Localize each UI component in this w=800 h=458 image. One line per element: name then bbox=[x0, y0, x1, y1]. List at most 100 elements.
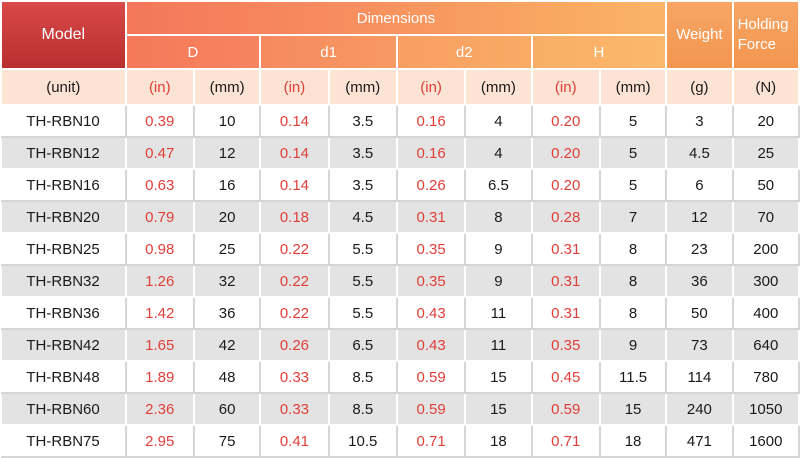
value-cell: 0.41 bbox=[259, 424, 330, 458]
model-cell: TH-RBN36 bbox=[0, 296, 127, 330]
value-cell: 780 bbox=[731, 360, 800, 394]
value-cell: 70 bbox=[731, 200, 800, 234]
model-cell: TH-RBN60 bbox=[0, 392, 127, 426]
value-cell: 0.28 bbox=[530, 200, 601, 234]
value-cell: 11 bbox=[464, 296, 533, 330]
value-cell: 15 bbox=[598, 392, 668, 426]
value-cell: 25 bbox=[731, 136, 800, 170]
value-cell: 0.26 bbox=[395, 168, 467, 202]
value-cell: 0.47 bbox=[124, 136, 195, 170]
value-cell: 0.20 bbox=[530, 104, 601, 138]
value-cell: 0.63 bbox=[124, 168, 195, 202]
value-cell: 0.14 bbox=[259, 168, 330, 202]
model-cell: TH-RBN10 bbox=[0, 104, 127, 138]
value-cell: 8.5 bbox=[327, 392, 398, 426]
unit-cell: (in) bbox=[259, 68, 330, 106]
value-cell: 0.39 bbox=[124, 104, 195, 138]
value-cell: 5 bbox=[598, 104, 668, 138]
value-cell: 0.14 bbox=[259, 136, 330, 170]
header-d2: d2 bbox=[395, 34, 533, 70]
header-dimensions: Dimensions bbox=[124, 0, 668, 36]
value-cell: 16 bbox=[192, 168, 262, 202]
model-cell: TH-RBN16 bbox=[0, 168, 127, 202]
value-cell: 11 bbox=[464, 328, 533, 362]
value-cell: 0.45 bbox=[530, 360, 601, 394]
value-cell: 1050 bbox=[731, 392, 800, 426]
value-cell: 20 bbox=[192, 200, 262, 234]
value-cell: 4 bbox=[464, 104, 533, 138]
unit-cell: (in) bbox=[124, 68, 195, 106]
model-cell: TH-RBN25 bbox=[0, 232, 127, 266]
value-cell: 1.26 bbox=[124, 264, 195, 298]
value-cell: 8.5 bbox=[327, 360, 398, 394]
value-cell: 0.43 bbox=[395, 328, 467, 362]
header-holding-force-line1: Holding bbox=[737, 16, 789, 33]
table-row: TH-RBN42 1.65 42 0.26 6.5 0.43 11 0.35 9 73 640 bbox=[0, 328, 800, 362]
model-cell: TH-RBN32 bbox=[0, 264, 127, 298]
value-cell: 0.16 bbox=[395, 104, 467, 138]
value-cell: 0.79 bbox=[124, 200, 195, 234]
value-cell: 1.65 bbox=[124, 328, 195, 362]
table-row: TH-RBN16 0.63 16 0.14 3.5 0.26 6.5 0.20 5 6 50 bbox=[0, 168, 800, 202]
value-cell: 0.20 bbox=[530, 136, 601, 170]
header-h: H bbox=[530, 34, 668, 70]
value-cell: 18 bbox=[598, 424, 668, 458]
unit-cell: (in) bbox=[530, 68, 601, 106]
table-row: TH-RBN32 1.26 32 0.22 5.5 0.35 9 0.31 8 36 300 bbox=[0, 264, 800, 298]
value-cell: 36 bbox=[192, 296, 262, 330]
value-cell: 8 bbox=[598, 296, 668, 330]
value-cell: 200 bbox=[731, 232, 800, 266]
table-row: TH-RBN20 0.79 20 0.18 4.5 0.31 8 0.28 7 12 70 bbox=[0, 200, 800, 234]
table-row: TH-RBN12 0.47 12 0.14 3.5 0.16 4 0.20 5 4.5 25 bbox=[0, 136, 800, 170]
value-cell: 6 bbox=[665, 168, 734, 202]
unit-cell: (g) bbox=[665, 68, 734, 106]
unit-cell: (N) bbox=[731, 68, 800, 106]
value-cell: 12 bbox=[192, 136, 262, 170]
value-cell: 0.14 bbox=[259, 104, 330, 138]
value-cell: 4.5 bbox=[665, 136, 734, 170]
value-cell: 0.16 bbox=[395, 136, 467, 170]
value-cell: 10 bbox=[192, 104, 262, 138]
value-cell: 2.95 bbox=[124, 424, 195, 458]
value-cell: 0.35 bbox=[395, 264, 467, 298]
value-cell: 0.59 bbox=[395, 392, 467, 426]
value-cell: 50 bbox=[731, 168, 800, 202]
unit-cell: (unit) bbox=[0, 68, 127, 106]
header-model: Model bbox=[0, 0, 127, 70]
value-cell: 0.22 bbox=[259, 296, 330, 330]
value-cell: 73 bbox=[665, 328, 734, 362]
value-cell: 0.43 bbox=[395, 296, 467, 330]
model-cell: TH-RBN20 bbox=[0, 200, 127, 234]
value-cell: 0.98 bbox=[124, 232, 195, 266]
value-cell: 0.59 bbox=[530, 392, 601, 426]
unit-cell: (mm) bbox=[327, 68, 398, 106]
value-cell: 42 bbox=[192, 328, 262, 362]
value-cell: 0.26 bbox=[259, 328, 330, 362]
value-cell: 0.35 bbox=[530, 328, 601, 362]
value-cell: 1.89 bbox=[124, 360, 195, 394]
value-cell: 8 bbox=[464, 200, 533, 234]
unit-cell: (mm) bbox=[192, 68, 262, 106]
value-cell: 2.36 bbox=[124, 392, 195, 426]
table-body: TH-RBN10 0.39 10 0.14 3.5 0.16 4 0.20 5 3 20 TH-RBN… bbox=[0, 104, 800, 458]
value-cell: 0.31 bbox=[530, 264, 601, 298]
model-cell: TH-RBN75 bbox=[0, 424, 127, 458]
table-row: TH-RBN60 2.36 60 0.33 8.5 0.59 15 0.59 15 240 1050 bbox=[0, 392, 800, 426]
model-cell: TH-RBN42 bbox=[0, 328, 127, 362]
value-cell: 0.31 bbox=[395, 200, 467, 234]
unit-cell: (mm) bbox=[464, 68, 533, 106]
model-cell: TH-RBN48 bbox=[0, 360, 127, 394]
value-cell: 0.31 bbox=[530, 296, 601, 330]
value-cell: 9 bbox=[464, 264, 533, 298]
unit-cell: (mm) bbox=[598, 68, 668, 106]
value-cell: 10.5 bbox=[327, 424, 398, 458]
value-cell: 0.35 bbox=[395, 232, 467, 266]
value-cell: 0.22 bbox=[259, 264, 330, 298]
value-cell: 7 bbox=[598, 200, 668, 234]
value-cell: 50 bbox=[665, 296, 734, 330]
value-cell: 36 bbox=[665, 264, 734, 298]
value-cell: 15 bbox=[464, 392, 533, 426]
value-cell: 3 bbox=[665, 104, 734, 138]
value-cell: 0.71 bbox=[395, 424, 467, 458]
value-cell: 400 bbox=[731, 296, 800, 330]
